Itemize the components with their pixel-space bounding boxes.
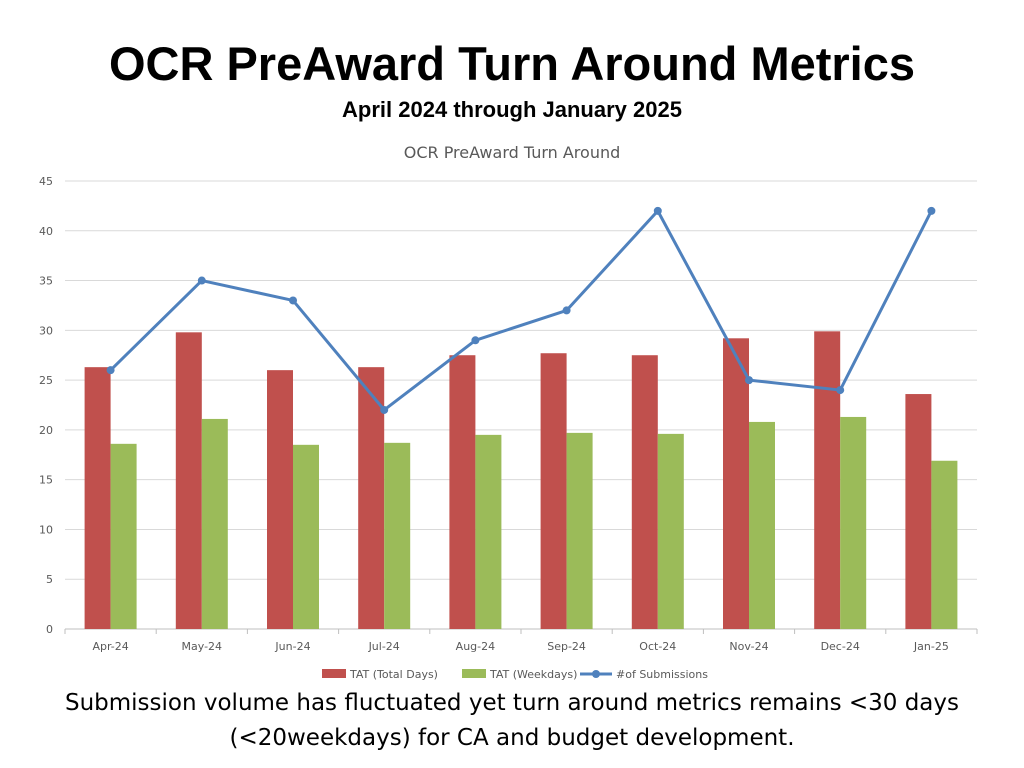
submissions-point	[380, 405, 389, 414]
x-tick-label: Dec-24	[821, 640, 860, 653]
y-axis-tick-labels: 0 5 10 15 20 25 30 35 40 45	[39, 175, 53, 636]
slide-caption: Submission volume has fluctuated yet tur…	[40, 686, 984, 756]
bar-weekdays	[566, 432, 593, 629]
x-tick-label: Apr-24	[92, 640, 128, 653]
submissions-point	[197, 276, 206, 285]
legend-label: TAT (Total Days)	[349, 668, 438, 681]
bar-weekdays	[110, 443, 137, 629]
x-tick-label: Aug-24	[456, 640, 495, 653]
submissions-point	[745, 376, 753, 385]
bar-weekdays	[475, 434, 502, 629]
submissions-line	[109, 209, 933, 412]
bar-total-days	[358, 367, 385, 629]
bar-total-days	[905, 394, 932, 629]
bar-series	[84, 331, 958, 629]
legend-label: TAT (Weekdays)	[489, 668, 577, 681]
y-tick-label: 30	[39, 324, 53, 337]
bar-weekdays	[840, 416, 867, 629]
y-tick-label: 10	[39, 523, 53, 536]
bar-total-days	[814, 331, 841, 629]
legend-marker	[592, 670, 600, 678]
x-tick-label: May-24	[182, 640, 223, 653]
legend: TAT (Total Days) TAT (Weekdays) #of Submis…	[322, 668, 708, 681]
y-tick-label: 45	[39, 175, 53, 188]
x-axis-tick-labels: Apr-24 May-24 Jun-24 Jul-24 Aug-24 Sep-24 Oct-…	[64, 629, 978, 653]
bar-total-days	[723, 338, 749, 629]
slide-subtitle: April 2024 through January 2025	[342, 97, 682, 122]
bar-weekdays	[931, 460, 958, 629]
bar-weekdays	[293, 444, 319, 629]
bar-total-days	[540, 353, 567, 629]
y-tick-label: 15	[39, 474, 53, 487]
bar-weekdays	[384, 442, 411, 629]
legend-swatch	[322, 669, 346, 678]
submissions-point	[289, 296, 297, 305]
legend-swatch	[462, 669, 486, 678]
caption-line-2: (<20weekdays) for CA and budget developm…	[229, 725, 795, 751]
bar-total-days	[175, 332, 202, 629]
slide-title: OCR PreAward Turn Around Metrics	[108, 37, 916, 90]
bar-total-days	[449, 355, 476, 629]
x-tick-label: Oct-24	[639, 640, 676, 653]
y-tick-label: 5	[46, 573, 53, 586]
bar-total-days	[84, 367, 111, 629]
caption-line-1: Submission volume has fluctuated yet tur…	[64, 690, 959, 716]
x-tick-label: Jan-25	[913, 640, 949, 653]
bar-total-days	[267, 370, 293, 629]
chart-title: OCR PreAward Turn Around	[404, 143, 621, 162]
x-tick-label: Jul-24	[368, 640, 400, 653]
y-tick-label: 20	[39, 424, 53, 437]
submissions-point	[927, 206, 936, 215]
bar-weekdays	[201, 418, 228, 629]
x-tick-label: Nov-24	[729, 640, 768, 653]
legend-label: #of Submissions	[616, 668, 708, 681]
bar-weekdays	[657, 433, 684, 629]
x-tick-label: Jun-24	[274, 640, 310, 653]
submissions-point	[471, 336, 480, 345]
y-tick-label: 35	[39, 275, 53, 288]
y-tick-label: 40	[39, 225, 53, 238]
bar-weekdays	[749, 421, 775, 629]
turnaround-chart: OCR PreAward Turn Around 0 5 10 15 20 25 30 35 4…	[39, 143, 978, 681]
bar-total-days	[631, 355, 658, 629]
submissions-point	[562, 306, 571, 315]
submissions-point	[106, 366, 115, 375]
y-tick-label: 0	[46, 623, 53, 636]
y-tick-label: 25	[39, 374, 53, 387]
line-series	[106, 206, 936, 414]
x-tick-label: Sep-24	[547, 640, 586, 653]
submissions-point	[653, 206, 662, 215]
submissions-point	[836, 386, 845, 395]
